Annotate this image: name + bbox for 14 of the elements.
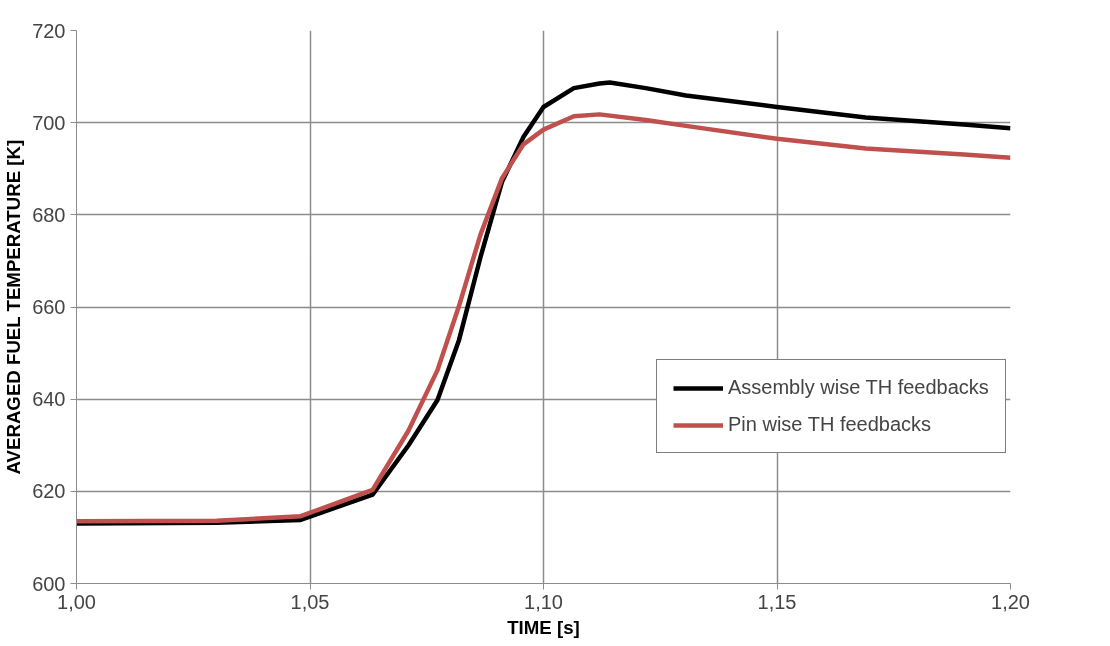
x-tick-label: 1,10 [524,590,563,613]
legend-label: Assembly wise TH feedbacks [728,376,989,399]
x-tick-label: 1,15 [757,590,797,613]
y-tick-label: 640 [32,388,66,411]
y-tick-label: 660 [32,296,66,318]
legend-label: Pin wise TH feedbacks [728,413,933,436]
y-tick-label: 680 [32,203,66,226]
y-tick-label: 700 [32,111,66,134]
y-tick-label: 620 [32,480,66,503]
x-tick-label: 1,20 [991,590,1030,613]
x-axis-title: TIME [s] [507,616,580,638]
y-tick-label: 720 [32,19,66,42]
y-axis-title: AVERAGED FUEL TEMPERATURE [K] [3,139,25,475]
x-tick-label: 1,05 [290,590,330,613]
